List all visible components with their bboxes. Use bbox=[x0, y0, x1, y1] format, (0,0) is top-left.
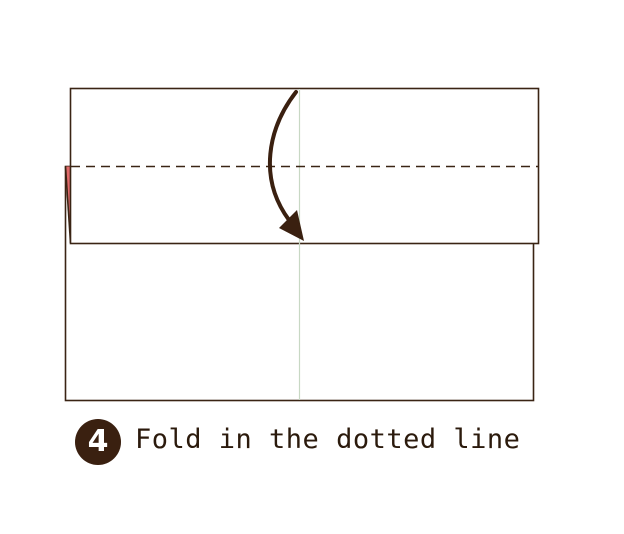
paper-back-edge-line bbox=[64, 166, 72, 244]
curved-down-arrow-icon bbox=[268, 90, 304, 241]
origami-fold-diagram bbox=[64, 87, 540, 402]
step-number-badge: 4 bbox=[75, 419, 121, 465]
step-number: 4 bbox=[87, 424, 109, 459]
fold-instruction: Fold in the dotted line bbox=[135, 424, 521, 455]
